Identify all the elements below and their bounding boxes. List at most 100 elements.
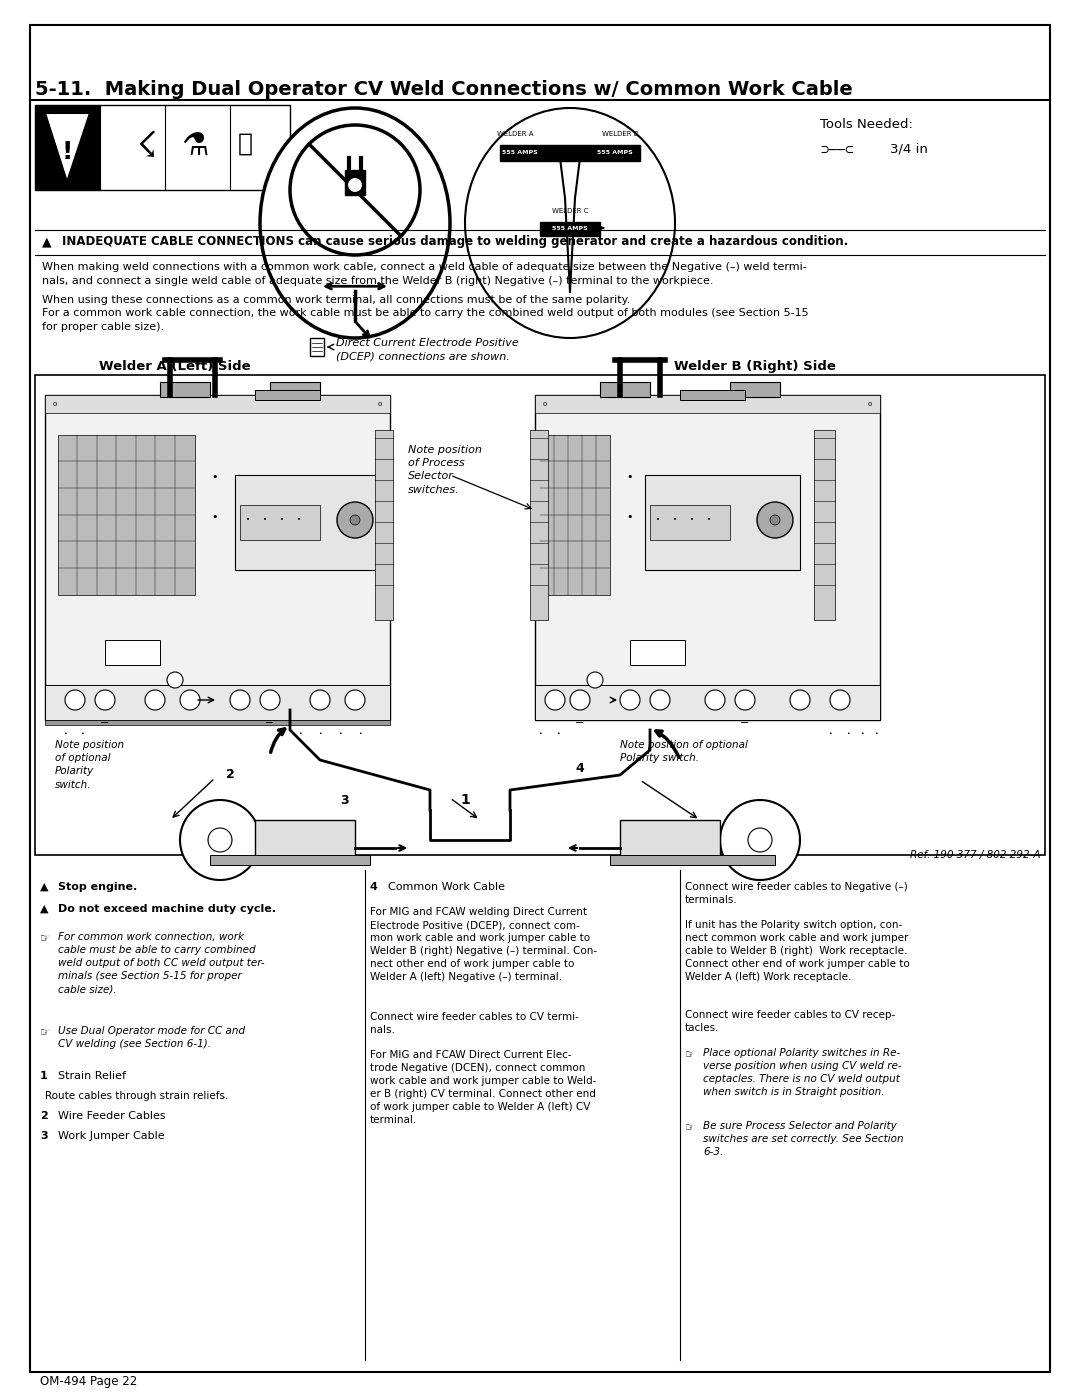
Text: Place optional Polarity switches in Re-
verse position when using CV weld re-
ce: Place optional Polarity switches in Re- … [703, 1048, 902, 1097]
Text: Wire Feeder Cables: Wire Feeder Cables [58, 1111, 165, 1120]
Circle shape [145, 690, 165, 710]
Text: Tools Needed:: Tools Needed: [820, 117, 913, 131]
Text: When using these connections as a common work terminal, all connections must be : When using these connections as a common… [42, 295, 631, 305]
Text: 〰: 〰 [238, 131, 253, 156]
Text: 2: 2 [226, 768, 234, 781]
Text: ☞: ☞ [40, 1025, 51, 1039]
Text: Welder B (Right) Side: Welder B (Right) Side [674, 360, 836, 373]
Circle shape [831, 690, 850, 710]
Text: 555 AMPS: 555 AMPS [597, 151, 633, 155]
Text: Direct Current Electrode Positive
(DCEP) connections are shown.: Direct Current Electrode Positive (DCEP)… [336, 338, 518, 362]
Text: •: • [538, 731, 542, 736]
Text: Connect wire feeder cables to CV recep-
tacles.: Connect wire feeder cables to CV recep- … [685, 1010, 895, 1032]
Circle shape [735, 690, 755, 710]
Text: For common work connection, work
cable must be able to carry combined
weld outpu: For common work connection, work cable m… [58, 932, 265, 995]
Circle shape [748, 828, 772, 852]
Bar [105, 640, 160, 665]
Text: Stop engine.: Stop engine. [58, 882, 137, 893]
Text: •: • [860, 731, 864, 736]
Text: •: • [626, 511, 633, 522]
Bar [730, 381, 780, 397]
Text: −: − [740, 718, 750, 728]
Circle shape [705, 690, 725, 710]
Text: •: • [828, 731, 832, 736]
Text: 3: 3 [40, 1132, 48, 1141]
Bar [535, 685, 880, 719]
Circle shape [789, 690, 810, 710]
Bar [45, 719, 390, 725]
Text: Be sure Process Selector and Polarity
switches are set correctly. See Section
6-: Be sure Process Selector and Polarity sw… [703, 1120, 904, 1157]
Text: Use Dual Operator mode for CC and
CV welding (see Section 6-1).: Use Dual Operator mode for CC and CV wel… [58, 1025, 245, 1049]
Circle shape [650, 690, 670, 710]
Text: −: − [576, 718, 584, 728]
Text: Common Work Cable: Common Work Cable [388, 882, 505, 893]
Bar [45, 685, 390, 719]
Text: WELDER C: WELDER C [552, 208, 589, 214]
Text: •: • [690, 517, 694, 522]
Bar [58, 434, 195, 595]
Text: •: • [359, 731, 362, 736]
Bar [375, 430, 393, 620]
Text: o: o [378, 401, 382, 407]
Bar [35, 105, 100, 190]
Bar [535, 395, 880, 414]
Bar [530, 430, 548, 620]
Text: o: o [53, 401, 57, 407]
Text: Do not exceed machine duty cycle.: Do not exceed machine duty cycle. [58, 904, 276, 914]
Bar [210, 855, 370, 865]
Bar [540, 222, 600, 236]
Bar [345, 170, 365, 196]
Text: ☞: ☞ [40, 932, 51, 944]
Text: WELDER B: WELDER B [602, 131, 638, 137]
Text: •: • [246, 517, 249, 522]
Text: •: • [319, 731, 322, 736]
Text: •: • [656, 517, 660, 522]
Text: Route cables through strain reliefs.: Route cables through strain reliefs. [45, 1091, 228, 1101]
Circle shape [588, 672, 603, 687]
Text: Connect wire feeder cables to Negative (–)
terminals.: Connect wire feeder cables to Negative (… [685, 882, 908, 905]
Text: Work Jumper Cable: Work Jumper Cable [58, 1132, 164, 1141]
Ellipse shape [465, 108, 675, 338]
Bar [255, 820, 355, 861]
Text: INADEQUATE CABLE CONNECTIONS can cause serious damage to welding generator and c: INADEQUATE CABLE CONNECTIONS can cause s… [62, 235, 848, 249]
Text: 1: 1 [460, 793, 470, 807]
Circle shape [770, 515, 780, 525]
Bar [45, 395, 390, 719]
Circle shape [570, 690, 590, 710]
Circle shape [230, 690, 249, 710]
Text: •: • [673, 517, 677, 522]
Text: OM-494 Page 22: OM-494 Page 22 [40, 1375, 137, 1389]
Text: o: o [868, 401, 873, 407]
Bar [255, 390, 320, 400]
Text: ▲: ▲ [40, 904, 49, 914]
Text: Ref. 190 377 / 802 292-A: Ref. 190 377 / 802 292-A [909, 849, 1040, 861]
Bar [620, 820, 720, 861]
Circle shape [291, 124, 420, 256]
Bar [240, 504, 320, 541]
Bar [270, 381, 320, 397]
Circle shape [310, 690, 330, 710]
Circle shape [345, 690, 365, 710]
Bar [610, 855, 775, 865]
Text: ⊃——⊂: ⊃——⊂ [820, 142, 853, 156]
Bar [235, 475, 384, 570]
Text: 2: 2 [40, 1111, 48, 1120]
Text: ☇: ☇ [137, 130, 158, 163]
Text: For a common work cable connection, the work cable must be able to carry the com: For a common work cable connection, the … [42, 307, 809, 331]
Bar [35, 105, 291, 190]
Bar [310, 338, 324, 356]
Text: 1: 1 [40, 1071, 48, 1081]
Bar [160, 381, 210, 397]
Text: 3/4 in: 3/4 in [890, 142, 928, 156]
Bar [680, 390, 745, 400]
Text: •: • [298, 731, 302, 736]
Text: 🔌: 🔌 [348, 170, 363, 194]
Bar [45, 395, 390, 414]
Text: For MIG and FCAW Direct Current Elec-
trode Negative (DCEN), connect common
work: For MIG and FCAW Direct Current Elec- tr… [370, 1051, 596, 1125]
Circle shape [545, 690, 565, 710]
Circle shape [350, 515, 360, 525]
Bar [500, 145, 640, 161]
Text: ☞: ☞ [685, 1048, 696, 1060]
Text: Welder A (Left) Side: Welder A (Left) Side [99, 360, 251, 373]
Text: •: • [297, 517, 301, 522]
